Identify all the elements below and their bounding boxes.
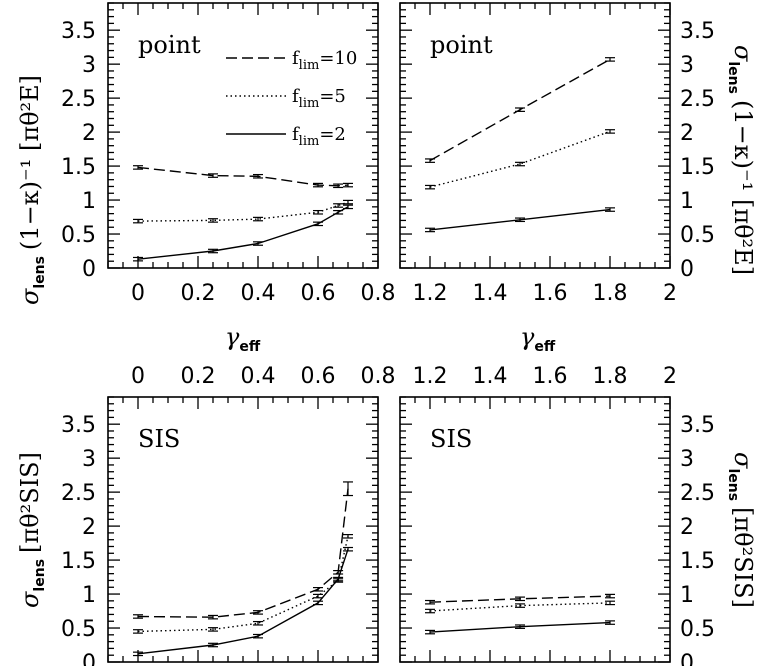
x-tick-label: 0.6 bbox=[301, 281, 336, 306]
xlabel-top-left: γeff bbox=[225, 323, 261, 355]
x-tick-label: 1.4 bbox=[473, 281, 508, 306]
panel-bottom-left: 0 0.2 0.4 0.6 0.8 0 0.5 1 1.5 2 2.5 3 3.5 SIS bbox=[61, 364, 396, 666]
y-tick-label: 3 bbox=[82, 447, 96, 472]
y-tick-label: 3 bbox=[680, 53, 694, 78]
y-tick-label: 0.5 bbox=[680, 223, 715, 248]
y-tick-label: 3 bbox=[82, 53, 96, 78]
legend-label: flim=10 bbox=[292, 48, 357, 73]
y-tick-label: 2 bbox=[82, 121, 96, 146]
y-tick-label: 0 bbox=[82, 651, 96, 666]
y-tick-label: 0.5 bbox=[61, 223, 96, 248]
ylabel-top-right: σlens(1−κ)⁻¹ [πθ²E] bbox=[725, 45, 757, 275]
panels-group: 0 0.2 0.4 0.6 0.8 0 0.5 1 1.5 2 2.5 3 3.5 point flim=1… bbox=[61, 2, 715, 666]
y-tick-label: 3.5 bbox=[680, 413, 715, 438]
y-tick-label: 1.5 bbox=[680, 549, 715, 574]
xlabel-top-right: γeff bbox=[520, 323, 556, 355]
y-tick-label: 3.5 bbox=[61, 19, 96, 44]
x-tick-label: 0.8 bbox=[361, 364, 396, 389]
y-tick-label: 3.5 bbox=[680, 19, 715, 44]
legend-label: flim=5 bbox=[292, 86, 346, 111]
y-tick-label: 2 bbox=[680, 515, 694, 540]
panel-label: SIS bbox=[430, 425, 472, 453]
series-line-dotted bbox=[137, 201, 349, 222]
x-tick-label: 1.4 bbox=[473, 364, 508, 389]
y-tick-label: 0.5 bbox=[680, 617, 715, 642]
x-tick-label: 0.6 bbox=[301, 364, 336, 389]
ylabel-bottom-left: σlens[πθ²SIS] bbox=[16, 452, 48, 608]
y-tick-label: 0 bbox=[82, 257, 96, 282]
x-tick-label: 1.2 bbox=[413, 364, 448, 389]
y-tick-label: 1.5 bbox=[61, 549, 96, 574]
y-tick-label: 3 bbox=[680, 447, 694, 472]
x-tick-label: 2 bbox=[663, 364, 677, 389]
panel-top-left: 0 0.2 0.4 0.6 0.8 0 0.5 1 1.5 2 2.5 3 3.5 point flim=1… bbox=[61, 2, 396, 306]
x-tick-label: 0.4 bbox=[241, 281, 276, 306]
y-tick-label: 2 bbox=[82, 515, 96, 540]
ylabel-top-left: σlens(1−κ)⁻¹ [πθ²E] bbox=[16, 75, 48, 305]
y-tick-label: 1 bbox=[680, 189, 694, 214]
x-tick-label: 1.6 bbox=[533, 364, 568, 389]
y-tick-label: 2.5 bbox=[680, 87, 715, 112]
ylabel-bottom-right: σlens[πθ²SIS] bbox=[725, 452, 757, 608]
x-tick-label: 0.2 bbox=[181, 281, 216, 306]
panel-label: SIS bbox=[138, 425, 180, 453]
y-tick-label: 1.5 bbox=[680, 155, 715, 180]
svg-text:σlens[πθ²SIS]: σlens[πθ²SIS] bbox=[16, 452, 48, 608]
y-tick-label: 2 bbox=[680, 121, 694, 146]
y-tick-label: 1 bbox=[82, 583, 96, 608]
y-tick-label: 1.5 bbox=[61, 155, 96, 180]
series-line-dashed bbox=[137, 488, 349, 618]
y-tick-label: 1 bbox=[82, 189, 96, 214]
x-tick-label: 2 bbox=[663, 281, 677, 306]
series-line-solid bbox=[137, 206, 349, 260]
legend: flim=10 flim=5 flim=2 bbox=[226, 48, 357, 149]
y-tick-label: 1 bbox=[680, 583, 694, 608]
x-tick-label: 0.8 bbox=[361, 281, 396, 306]
x-tick-label: 0.4 bbox=[241, 364, 276, 389]
svg-text:σlens(1−κ)⁻¹ [πθ²E]: σlens(1−κ)⁻¹ [πθ²E] bbox=[16, 75, 48, 305]
x-tick-label: 1.8 bbox=[593, 281, 628, 306]
svg-text:σlens[πθ²SIS]: σlens[πθ²SIS] bbox=[725, 452, 757, 608]
x-tick-label: 0 bbox=[131, 364, 145, 389]
y-tick-label: 0 bbox=[680, 651, 694, 666]
panel-bottom-right: 1.2 1.4 1.6 1.8 2 0 0.5 1 1.5 2 2.5 3 3.5 SIS bbox=[399, 364, 715, 666]
series-line-dotted bbox=[429, 130, 611, 188]
panel-label: point bbox=[430, 31, 493, 59]
x-tick-label: 0.2 bbox=[181, 364, 216, 389]
legend-label: flim=2 bbox=[292, 124, 346, 149]
series-line-solid bbox=[137, 548, 349, 655]
panel-label: point bbox=[138, 31, 201, 59]
y-tick-label: 0 bbox=[680, 257, 694, 282]
x-tick-label: 1.2 bbox=[413, 281, 448, 306]
y-tick-label: 0.5 bbox=[61, 617, 96, 642]
x-tick-label: 1.8 bbox=[593, 364, 628, 389]
x-tick-label: 0 bbox=[131, 281, 145, 306]
x-tick-label: 1.6 bbox=[533, 281, 568, 306]
svg-text:σlens(1−κ)⁻¹ [πθ²E]: σlens(1−κ)⁻¹ [πθ²E] bbox=[725, 45, 757, 275]
y-tick-label: 2.5 bbox=[680, 481, 715, 506]
series-line-dotted bbox=[137, 536, 349, 633]
y-tick-label: 2.5 bbox=[61, 481, 96, 506]
series-line-dashed bbox=[137, 166, 349, 187]
y-tick-label: 3.5 bbox=[61, 413, 96, 438]
y-tick-label: 2.5 bbox=[61, 87, 96, 112]
